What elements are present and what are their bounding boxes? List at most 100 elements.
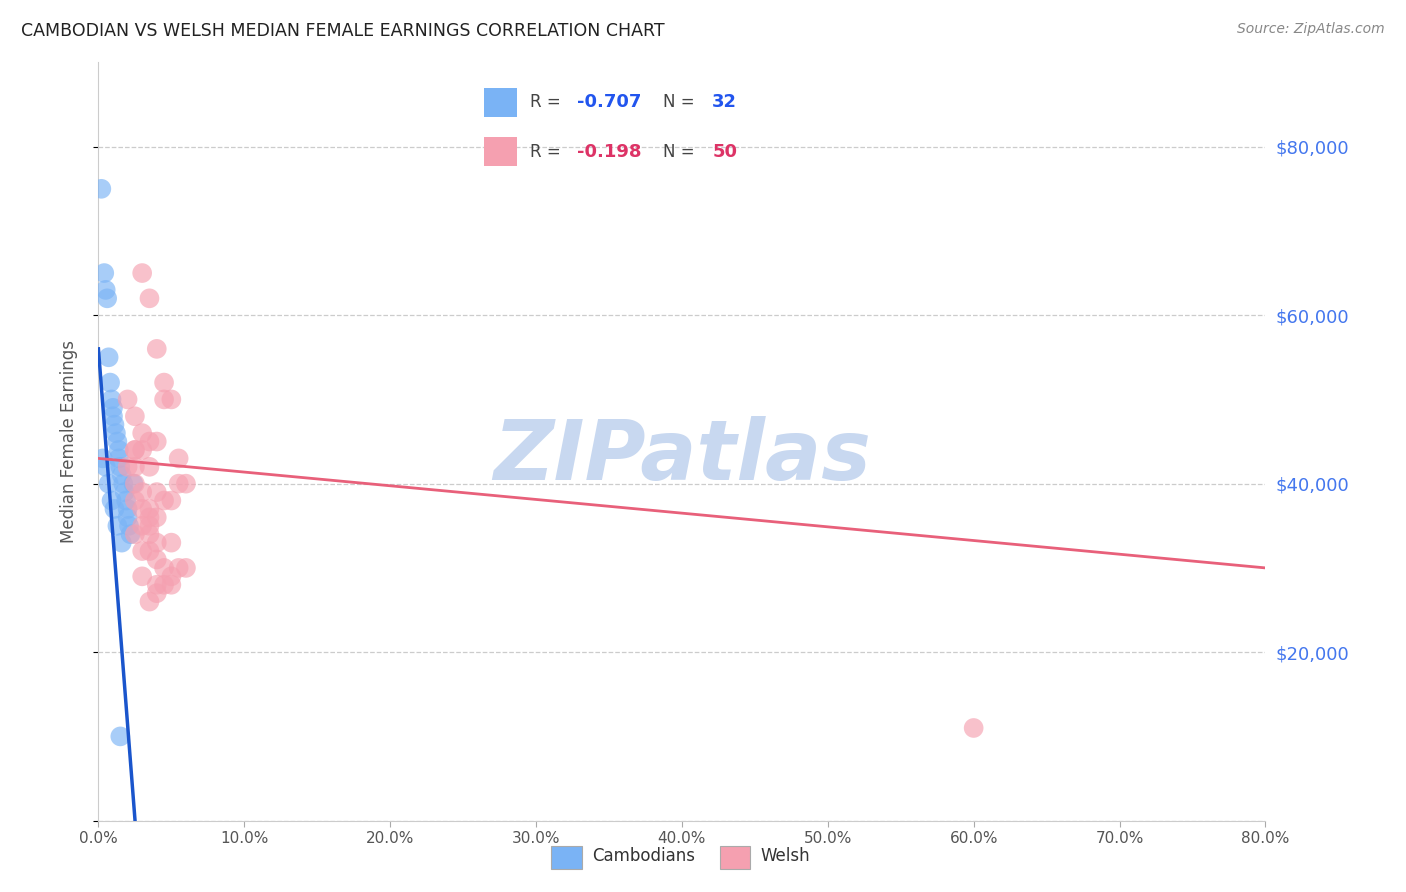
Point: [101, 401, 124, 415]
Point: [94, 459, 117, 474]
Text: -0.707: -0.707: [576, 94, 641, 112]
Text: Cambodians: Cambodians: [592, 847, 695, 865]
Point: [131, 502, 153, 516]
Point: [153, 493, 176, 508]
Text: ZIPatlas: ZIPatlas: [494, 417, 870, 497]
Point: [105, 518, 128, 533]
Point: [146, 434, 169, 449]
Point: [146, 342, 169, 356]
Text: Source: ZipAtlas.com: Source: ZipAtlas.com: [1237, 22, 1385, 37]
Point: [146, 535, 169, 549]
Point: [174, 476, 197, 491]
Point: [138, 434, 160, 449]
Y-axis label: Median Female Earnings: Median Female Earnings: [59, 340, 77, 543]
Point: [160, 578, 183, 592]
Bar: [720, 846, 751, 869]
Bar: [484, 88, 517, 117]
Point: [103, 417, 125, 432]
Point: [101, 409, 124, 424]
Point: [112, 476, 135, 491]
Point: [124, 527, 146, 541]
Point: [124, 409, 146, 424]
Point: [124, 442, 146, 457]
Point: [111, 535, 134, 549]
Point: [94, 283, 117, 297]
Point: [146, 586, 169, 600]
Point: [117, 510, 139, 524]
Text: 32: 32: [713, 94, 737, 112]
Point: [110, 730, 132, 744]
Point: [124, 493, 146, 508]
Point: [100, 493, 122, 508]
Point: [122, 476, 145, 491]
Point: [160, 569, 183, 583]
Point: [138, 510, 160, 524]
Point: [131, 485, 153, 500]
Point: [138, 459, 160, 474]
Point: [105, 434, 128, 449]
Point: [93, 266, 115, 280]
Point: [962, 721, 984, 735]
Point: [120, 527, 142, 541]
Point: [100, 392, 122, 407]
Point: [131, 426, 153, 441]
Point: [115, 493, 138, 508]
Point: [146, 552, 169, 566]
Point: [124, 476, 146, 491]
Point: [131, 518, 153, 533]
Point: [91, 451, 114, 466]
Point: [131, 266, 153, 280]
Text: N =: N =: [662, 94, 700, 112]
Text: R =: R =: [530, 143, 567, 161]
Point: [97, 351, 120, 365]
Point: [117, 392, 139, 407]
Bar: [551, 846, 582, 869]
Point: [138, 518, 160, 533]
Point: [138, 594, 160, 608]
Point: [160, 392, 183, 407]
Point: [138, 527, 160, 541]
Point: [124, 442, 146, 457]
Point: [104, 426, 127, 441]
Point: [153, 376, 176, 390]
Bar: [484, 137, 517, 166]
Point: [131, 569, 153, 583]
Point: [146, 485, 169, 500]
Point: [138, 544, 160, 558]
Point: [103, 502, 125, 516]
Point: [96, 291, 118, 305]
Point: [117, 459, 139, 474]
Point: [131, 544, 153, 558]
Text: Welsh: Welsh: [761, 847, 810, 865]
Point: [108, 451, 131, 466]
Point: [138, 502, 160, 516]
Point: [114, 485, 136, 500]
Point: [153, 561, 176, 575]
Point: [153, 578, 176, 592]
Point: [97, 476, 120, 491]
Point: [131, 442, 153, 457]
Point: [124, 459, 146, 474]
Text: CAMBODIAN VS WELSH MEDIAN FEMALE EARNINGS CORRELATION CHART: CAMBODIAN VS WELSH MEDIAN FEMALE EARNING…: [21, 22, 665, 40]
Point: [160, 493, 183, 508]
Point: [98, 376, 121, 390]
Point: [111, 468, 134, 483]
Point: [118, 518, 141, 533]
Point: [110, 459, 132, 474]
Point: [167, 561, 190, 575]
Point: [153, 392, 176, 407]
Point: [167, 451, 190, 466]
Point: [146, 578, 169, 592]
Text: R =: R =: [530, 94, 567, 112]
Point: [90, 182, 112, 196]
Text: N =: N =: [662, 143, 700, 161]
Point: [160, 535, 183, 549]
Point: [108, 442, 131, 457]
Point: [146, 510, 169, 524]
Point: [117, 502, 139, 516]
Point: [167, 476, 190, 491]
Text: -0.198: -0.198: [576, 143, 641, 161]
Point: [138, 291, 160, 305]
Text: 50: 50: [713, 143, 737, 161]
Point: [174, 561, 197, 575]
